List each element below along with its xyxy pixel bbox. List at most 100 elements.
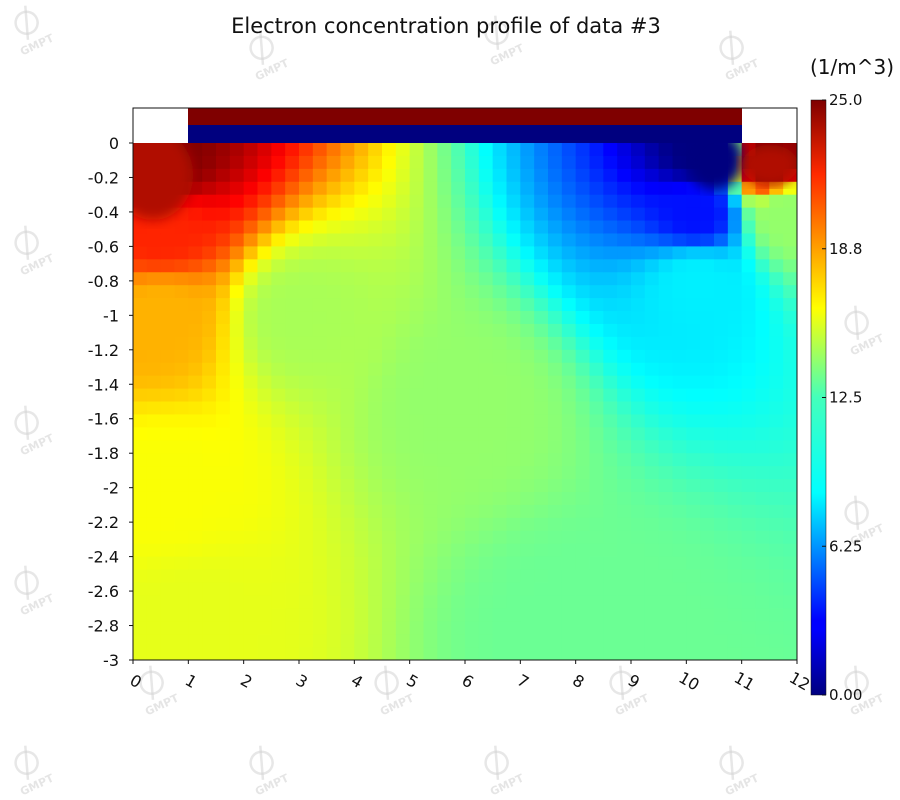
heatmap-cell (769, 556, 784, 571)
heatmap-cell (631, 491, 646, 506)
heatmap-cell (492, 220, 508, 235)
heatmap-cell (465, 168, 480, 183)
heatmap-cell (520, 569, 535, 584)
heatmap-cell (423, 466, 438, 480)
heatmap-cell (368, 634, 383, 648)
heatmap-cell (326, 388, 342, 403)
heatmap-cell (769, 401, 784, 416)
heatmap-cell (299, 168, 314, 183)
heatmap-cell (727, 375, 743, 390)
heatmap-cell (146, 401, 162, 416)
heatmap-cell (133, 621, 148, 635)
heatmap-cell (257, 608, 272, 622)
heatmap-cell (478, 311, 494, 325)
x-tick-label: 11 (731, 668, 758, 695)
heatmap-cell (644, 349, 660, 364)
heatmap-cell (589, 466, 604, 480)
heatmap-cell (437, 375, 452, 390)
heatmap-cell (202, 323, 217, 338)
heatmap-cell (603, 155, 618, 170)
heatmap-cell (354, 504, 369, 519)
heatmap-cell (714, 504, 729, 519)
heatmap-cell (727, 259, 743, 273)
heatmap-cell (548, 272, 563, 286)
heatmap-cell (644, 479, 660, 493)
heatmap-cell (188, 556, 203, 571)
heatmap-cell (727, 608, 743, 622)
heatmap-cell (534, 336, 549, 351)
heatmap-cell (589, 143, 604, 157)
heatmap-cell (769, 207, 784, 222)
heatmap-cell (769, 298, 784, 312)
heatmap-cell (561, 401, 577, 416)
heatmap-cell (575, 233, 591, 248)
heatmap-cell (575, 556, 591, 571)
heatmap-cell (561, 479, 577, 493)
heatmap-cell (451, 647, 466, 660)
heatmap-cell (437, 608, 452, 622)
heatmap-cell (672, 621, 687, 635)
heatmap-cell (575, 194, 591, 209)
heatmap-cell (340, 181, 355, 196)
svg-text:GMPT: GMPT (488, 41, 526, 68)
y-tick-label: -3 (103, 651, 119, 670)
heatmap-cell (257, 517, 272, 532)
heatmap-cell (202, 479, 217, 493)
heatmap-cell (188, 220, 203, 235)
heatmap-cell (354, 143, 369, 157)
heatmap-cell (257, 246, 272, 260)
heatmap-cell (755, 427, 770, 441)
colorbar-tick-label: 12.5 (829, 389, 862, 407)
heatmap-cell (174, 608, 189, 622)
heatmap-cell (617, 466, 632, 480)
heatmap-cell (216, 491, 231, 506)
heatmap-cell (160, 517, 176, 532)
heatmap-cell (478, 479, 494, 493)
heatmap-cell (423, 298, 438, 312)
x-tick-label: 1 (182, 670, 200, 692)
heatmap-cell (133, 220, 148, 235)
heatmap-cell (617, 621, 632, 635)
heatmap-cell (492, 336, 508, 351)
heatmap-cell (672, 530, 687, 545)
heatmap-cell (714, 259, 729, 273)
heatmap-cell (437, 530, 452, 545)
heatmap-cell (700, 530, 715, 545)
heatmap-cell (133, 259, 148, 273)
heatmap-cell (492, 375, 508, 390)
heatmap-cell (465, 349, 480, 364)
heatmap-cell (700, 517, 715, 532)
heatmap-cell (271, 595, 286, 609)
heatmap-cell (368, 440, 383, 454)
heatmap-cell (478, 207, 494, 222)
watermark-icon: GMPT (14, 5, 56, 58)
heatmap-cell (506, 349, 521, 364)
heatmap-cell (368, 491, 383, 506)
heatmap-cell (575, 220, 591, 235)
heatmap-cell (188, 569, 203, 584)
colorbar-unit: (1/m^3) (810, 55, 894, 79)
heatmap-cell (202, 556, 217, 571)
heatmap-cell (658, 608, 674, 622)
heatmap-cell (382, 194, 397, 209)
heatmap-cell (354, 311, 369, 325)
heatmap-cell (382, 530, 397, 545)
heatmap-cell (714, 298, 729, 312)
heatmap-cell (174, 401, 189, 416)
heatmap-cell (478, 466, 494, 480)
heatmap-cell (326, 375, 342, 390)
heatmap-cell (672, 504, 687, 519)
heatmap-cell (769, 569, 784, 584)
heatmap-cell (603, 569, 618, 584)
heatmap-cell (326, 168, 342, 183)
heatmap-cell (506, 336, 521, 351)
heatmap-cell (769, 388, 784, 403)
heatmap-cell (146, 349, 162, 364)
heatmap-cell (755, 647, 770, 660)
heatmap-cell (423, 349, 438, 364)
heatmap-cell (174, 556, 189, 571)
heatmap-cell (534, 181, 549, 196)
heatmap-cell (561, 517, 577, 532)
heatmap-cell (506, 155, 521, 170)
heatmap-cell (741, 582, 757, 596)
